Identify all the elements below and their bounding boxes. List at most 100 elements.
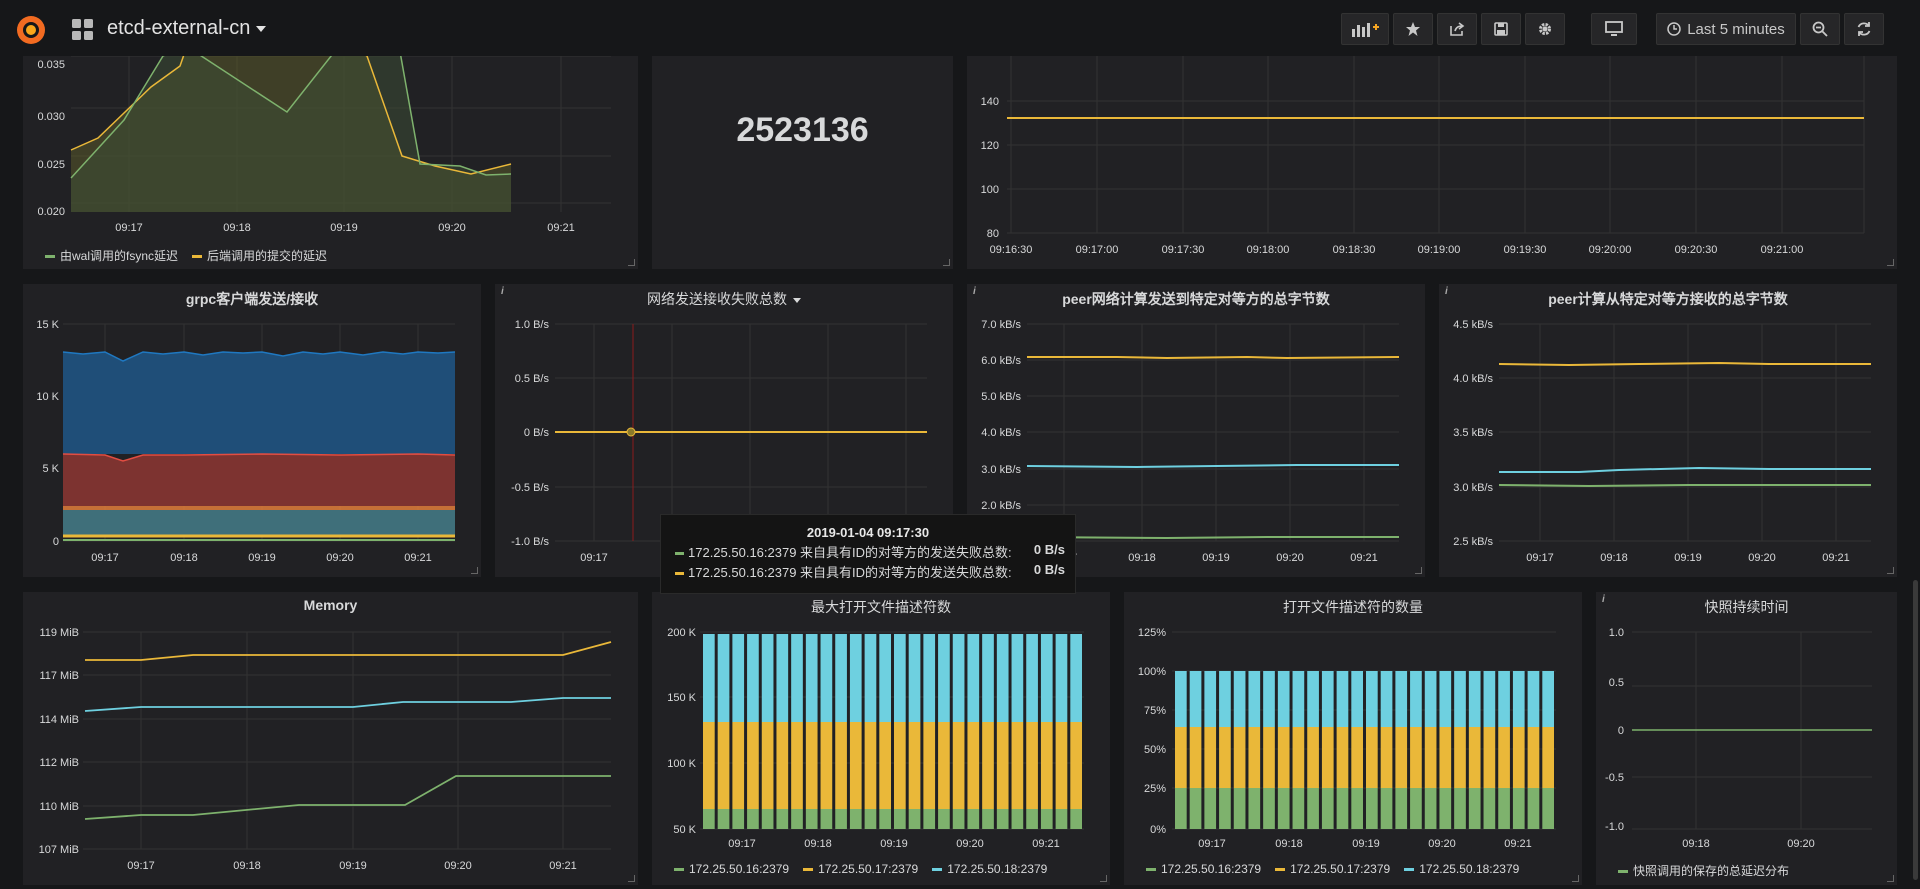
- stacked-bar-segment: [717, 809, 730, 829]
- dashboard-title[interactable]: etcd-external-cn: [107, 17, 267, 40]
- stacked-bar-segment: [761, 809, 774, 829]
- panel-memory[interactable]: Memory 119 MiB 117 MiB 114 MiB 112 MiB 1…: [23, 592, 638, 885]
- openfd-legend-item[interactable]: 172.25.50.18:2379: [1404, 862, 1519, 876]
- stacked-bar-segment: [1424, 727, 1437, 788]
- openfd-ytick: 25%: [1144, 783, 1166, 795]
- panel-max-fd[interactable]: 最大打开文件描述符数 200 K 150 K 100 K 50 K 09:17 …: [652, 592, 1110, 885]
- peerrecv-ytick: 3.0 kB/s: [1453, 482, 1493, 494]
- time-picker-button[interactable]: Last 5 minutes: [1656, 13, 1796, 45]
- stacked-bar-segment: [820, 722, 833, 809]
- panel-resize-handle[interactable]: [1415, 567, 1422, 574]
- panel-title[interactable]: peer网络计算发送到特定对等方的总字节数: [1062, 291, 1330, 307]
- peersend-xtick: 09:20: [1276, 552, 1304, 564]
- stacked-bar-segment: [1542, 727, 1554, 788]
- dashboards-grid-icon[interactable]: [72, 19, 94, 41]
- panel-title[interactable]: Memory: [303, 597, 358, 613]
- stacked-bar-segment: [1366, 671, 1378, 727]
- maxfd-legend-item[interactable]: 172.25.50.18:2379: [932, 862, 1047, 876]
- panel-top-right-graph[interactable]: 140 120 100 80 09:16:30 09:17:00 09:17:3…: [967, 56, 1897, 269]
- openfd-xtick: 09:18: [1275, 838, 1303, 850]
- maxfd-xtick: 09:18: [804, 838, 832, 850]
- panel-title[interactable]: 打开文件描述符的数量: [1283, 599, 1423, 615]
- zoom-out-button[interactable]: [1800, 13, 1840, 45]
- panel-resize-handle[interactable]: [471, 567, 478, 574]
- info-icon[interactable]: i: [973, 286, 976, 297]
- stacked-bar-segment: [864, 809, 877, 829]
- netfail-xtick: 09:17: [580, 552, 608, 564]
- stacked-bar-segment: [1483, 788, 1496, 829]
- grpc-orange-band: [63, 506, 455, 510]
- page-scrollbar[interactable]: [1913, 580, 1918, 880]
- panel-resize-handle[interactable]: [1572, 875, 1579, 882]
- grpc-ytick: 5 K: [42, 463, 59, 475]
- peersend-cyan-line: [1026, 464, 1399, 469]
- panel-resize-handle[interactable]: [628, 875, 635, 882]
- tv-mode-button[interactable]: [1591, 13, 1637, 45]
- panel-peer-received[interactable]: i peer计算从特定对等方接收的总字节数 4.5 kB/s 4.0 kB/s …: [1439, 284, 1897, 577]
- stacked-bar-segment: [1292, 788, 1305, 829]
- wal-legend: 由wal调用的fsync延迟 后端调用的提交的延迟: [45, 247, 638, 264]
- panel-title[interactable]: 快照持续时间: [1704, 599, 1789, 615]
- save-button[interactable]: [1481, 13, 1521, 45]
- panel-title[interactable]: 网络发送接收失败总数: [495, 289, 953, 309]
- panel-resize-handle[interactable]: [1887, 875, 1894, 882]
- stacked-bar-segment: [1248, 671, 1261, 727]
- info-icon[interactable]: i: [1602, 594, 1605, 605]
- panel-resize-handle[interactable]: [1887, 259, 1894, 266]
- panel-resize-handle[interactable]: [628, 259, 635, 266]
- stacked-bar-segment: [717, 634, 730, 722]
- maxfd-ytick: 100 K: [667, 758, 696, 770]
- peerrecv-ytick: 2.5 kB/s: [1453, 536, 1493, 548]
- stacked-bar-segment: [1204, 727, 1217, 788]
- stacked-bar-segment: [938, 722, 950, 809]
- snapshot-legend-item[interactable]: 快照调用的保存的总延迟分布: [1618, 862, 1789, 879]
- grafana-logo-icon[interactable]: [14, 13, 48, 47]
- openfd-legend-item[interactable]: 172.25.50.16:2379: [1146, 862, 1261, 876]
- panel-title[interactable]: 最大打开文件描述符数: [811, 599, 951, 615]
- settings-button[interactable]: [1525, 13, 1565, 45]
- add-panel-button[interactable]: [1341, 13, 1389, 45]
- tooltip-row: 172.25.50.16:2379 来自具有ID的对等方的发送失败总数: 0 B…: [661, 562, 1075, 580]
- star-button[interactable]: [1393, 13, 1433, 45]
- openfd-legend-item[interactable]: 172.25.50.17:2379: [1275, 862, 1390, 876]
- panel-grpc[interactable]: grpc客户端发送/接收 15 K 10 K 5 K 0 09:17 09:18…: [23, 284, 481, 577]
- panel-snapshot-duration[interactable]: i 快照持续时间 1.0 0.5 0 -0.5 -1.0 09:18 09:20…: [1596, 592, 1897, 885]
- wal-legend-item[interactable]: 后端调用的提交的延迟: [192, 247, 327, 264]
- wal-legend-item[interactable]: 由wal调用的fsync延迟: [45, 247, 178, 264]
- peersend-ytick: 3.0 kB/s: [981, 464, 1021, 476]
- wal-xtick: 09:21: [547, 222, 575, 234]
- stacked-bar-segment: [879, 809, 891, 829]
- maxfd-legend-item[interactable]: 172.25.50.17:2379: [803, 862, 918, 876]
- share-button[interactable]: [1437, 13, 1477, 45]
- maxfd-legend-item[interactable]: 172.25.50.16:2379: [674, 862, 789, 876]
- stacked-bar-segment: [849, 634, 862, 722]
- panel-title[interactable]: grpc客户端发送/接收: [185, 291, 319, 307]
- peersend-ytick: 5.0 kB/s: [981, 391, 1021, 403]
- singlestat-value: 2523136: [736, 111, 869, 149]
- info-icon[interactable]: i: [501, 286, 504, 297]
- panel-resize-handle[interactable]: [1887, 567, 1894, 574]
- stacked-bar-segment: [1454, 727, 1466, 788]
- stacked-bar-segment: [776, 634, 789, 722]
- stacked-bar-segment: [1527, 671, 1540, 727]
- tooltip-row-label: 172.25.50.16:2379 来自具有ID的对等方的发送失败总数:: [688, 545, 1012, 560]
- info-icon[interactable]: i: [1445, 286, 1448, 297]
- panel-wal-latency[interactable]: 0.035 0.030 0.025 0.020 09:17 09:18 09:1…: [23, 56, 638, 269]
- stacked-bar-segment: [1175, 671, 1187, 727]
- stacked-bar-segment: [820, 809, 833, 829]
- wal-ytick: 0.020: [37, 206, 65, 218]
- grpc-teal-area: [63, 510, 455, 536]
- panel-title[interactable]: peer计算从特定对等方接收的总字节数: [1548, 291, 1788, 307]
- panel-resize-handle[interactable]: [943, 259, 950, 266]
- stacked-bar-segment: [1277, 788, 1290, 829]
- peersend-xtick: 09:21: [1350, 552, 1378, 564]
- panel-open-fd[interactable]: 打开文件描述符的数量 125% 100% 75% 50% 25% 0% 09:1…: [1124, 592, 1582, 885]
- panel-singlestat[interactable]: 2523136: [652, 56, 953, 269]
- tooltip-row-value: 0 B/s: [1033, 562, 1065, 577]
- refresh-button[interactable]: [1844, 13, 1884, 45]
- openfd-xtick: 09:20: [1428, 838, 1456, 850]
- refresh-icon: [1857, 22, 1871, 36]
- peerrecv-green-line: [1498, 484, 1871, 488]
- stacked-bar-segment: [1175, 788, 1187, 829]
- panel-resize-handle[interactable]: [1100, 875, 1107, 882]
